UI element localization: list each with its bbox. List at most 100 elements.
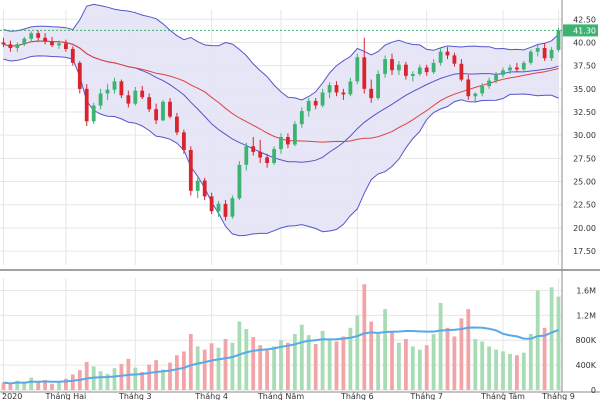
candle-body: [556, 30, 561, 50]
candle-body: [15, 44, 20, 48]
candle-body: [466, 79, 471, 97]
volume-bar: [133, 367, 138, 390]
candle-body: [348, 81, 353, 95]
volume-bar: [112, 368, 117, 390]
volume-bar: [410, 346, 415, 390]
price-y-tick-label: 22.50: [573, 201, 596, 210]
volume-bar: [313, 344, 318, 390]
x-tick-label: Tháng 6: [340, 392, 374, 400]
volume-bar: [195, 346, 200, 390]
candle-body: [84, 88, 89, 122]
candle-body: [438, 51, 443, 63]
volume-bar: [251, 337, 256, 390]
candle-body: [202, 180, 207, 197]
volume-bar: [549, 287, 554, 390]
candle-body: [549, 49, 554, 59]
volume-bar: [369, 321, 374, 390]
candle-body: [8, 44, 13, 48]
candle-body: [515, 67, 519, 70]
volume-bar: [452, 336, 457, 390]
volume-bar: [556, 296, 561, 390]
volume-ma-layer: [3, 326, 559, 385]
volume-bar: [494, 349, 498, 390]
volume-bar: [334, 341, 339, 390]
candle-body: [22, 38, 27, 45]
candle-body: [299, 111, 304, 125]
volume-bar: [362, 284, 367, 390]
candle-body: [355, 57, 360, 82]
candle-body: [133, 90, 138, 104]
candle-body: [376, 74, 380, 99]
candle-body: [508, 67, 512, 71]
last-price-box: [563, 24, 598, 37]
volume-bar: [542, 327, 547, 390]
candle-body: [459, 63, 464, 80]
volume-bar: [216, 347, 221, 390]
price-y-tick-label: 17.50: [573, 247, 596, 256]
volume-bar: [57, 381, 61, 390]
candle-body: [369, 88, 374, 99]
volume-ma-line: [3, 326, 559, 385]
candlesticks: [1, 27, 561, 221]
volume-bar: [223, 339, 228, 390]
volume-bar: [376, 334, 380, 390]
candle-body: [182, 132, 186, 150]
volume-bar: [272, 346, 276, 390]
candle-body: [397, 64, 401, 71]
candle-body: [272, 149, 276, 163]
volume-bar: [202, 349, 207, 390]
candle-body: [161, 101, 165, 121]
volume-bar: [22, 383, 27, 390]
price-y-tick-label: 25.00: [573, 178, 596, 187]
candle-body: [542, 48, 547, 59]
candle-body: [286, 137, 290, 145]
candle-body: [195, 180, 200, 191]
candle-body: [230, 198, 235, 217]
candle-body: [154, 109, 158, 121]
candle-body: [64, 43, 68, 49]
candle-body: [91, 105, 96, 122]
volume-bar: [119, 363, 124, 390]
bollinger-lower-line: [3, 55, 559, 237]
candle-body: [313, 100, 318, 106]
volume-bar: [15, 380, 20, 390]
bollinger-band-fill: [3, 4, 559, 236]
volume-bar: [161, 369, 165, 390]
candle-body: [334, 85, 339, 93]
volume-bar: [397, 342, 401, 390]
candle-body: [98, 93, 103, 106]
candle-body: [501, 70, 505, 75]
price-y-tick-label: 37.50: [573, 62, 596, 71]
candle-body: [209, 196, 214, 212]
candle-body: [237, 164, 242, 199]
candle-body: [168, 101, 172, 117]
volume-y-tick-label: 400K: [575, 361, 596, 370]
volume-bar: [473, 339, 478, 390]
price-y-tick-label: 32.50: [573, 108, 596, 117]
volume-bar: [424, 345, 429, 390]
volume-bar: [237, 321, 242, 390]
volume-bar: [417, 349, 422, 390]
volume-bar: [535, 290, 540, 390]
volume-bar: [327, 339, 332, 390]
candle-body: [36, 33, 41, 38]
candle-body: [473, 93, 478, 97]
volume-bar: [209, 343, 214, 390]
volume-y-tick-label: 800K: [575, 336, 596, 345]
last-price-label: 41.30: [573, 26, 596, 35]
volume-bar: [98, 371, 103, 390]
volume-bar: [508, 353, 512, 390]
candle-body: [431, 62, 436, 73]
candle-body: [57, 43, 61, 46]
volume-bar: [293, 334, 297, 390]
candle-body: [390, 59, 394, 71]
candle-body: [119, 81, 124, 96]
candle-body: [487, 80, 491, 87]
volume-y-tick-label: 1.6M: [576, 286, 596, 295]
candle-body: [480, 86, 485, 94]
volume-bar: [140, 372, 145, 390]
candle-body: [521, 62, 526, 70]
